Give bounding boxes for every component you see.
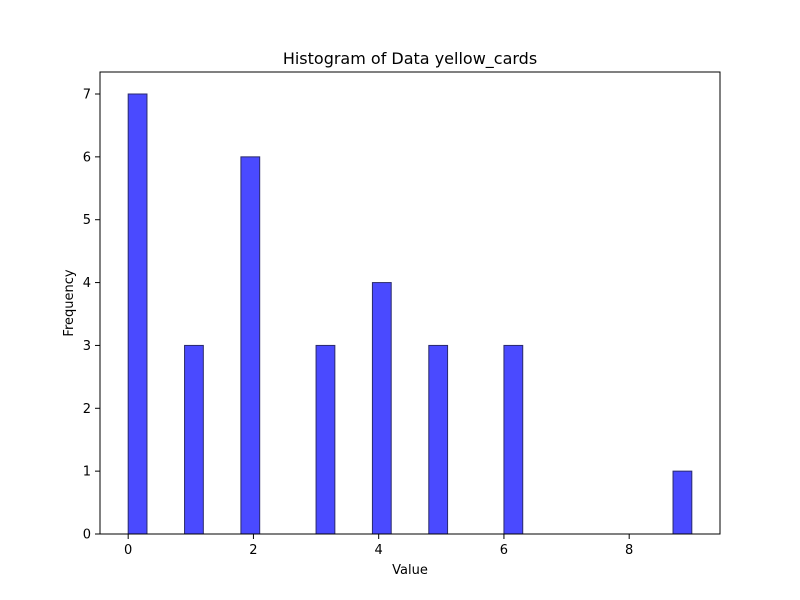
y-tick-label: 6: [83, 150, 91, 165]
histogram-bar: [127, 93, 148, 535]
chart-title: Histogram of Data yellow_cards: [283, 49, 537, 69]
histogram-bar: [672, 470, 693, 535]
histogram-bar: [503, 344, 524, 535]
y-tick-label: 5: [83, 213, 91, 228]
x-tick-label: 4: [375, 543, 383, 558]
x-axis-label: Value: [392, 563, 428, 578]
x-tick-label: 8: [625, 543, 633, 558]
x-tick-label: 6: [500, 543, 508, 558]
histogram-bar: [315, 344, 336, 535]
histogram-bar: [371, 282, 392, 535]
x-tick-label: 0: [124, 543, 132, 558]
bars-group: [127, 93, 693, 535]
y-tick-label: 3: [83, 339, 91, 354]
histogram-bar: [184, 344, 204, 535]
y-tick-label: 1: [83, 465, 91, 480]
y-axis-ticks: 0 1 2 3 4 5 6 7: [83, 88, 100, 543]
histogram-bar: [240, 156, 261, 535]
y-tick-label: 2: [83, 402, 91, 417]
y-tick-label: 0: [83, 528, 91, 543]
y-tick-label: 4: [83, 276, 91, 291]
plot-frame: [99, 71, 721, 535]
y-axis-label: Frequency: [62, 269, 77, 336]
y-tick-label: 7: [83, 88, 91, 103]
x-tick-label: 2: [249, 543, 257, 558]
x-axis-ticks: 0 2 4 6 8: [124, 534, 633, 558]
histogram-bar: [428, 344, 449, 535]
